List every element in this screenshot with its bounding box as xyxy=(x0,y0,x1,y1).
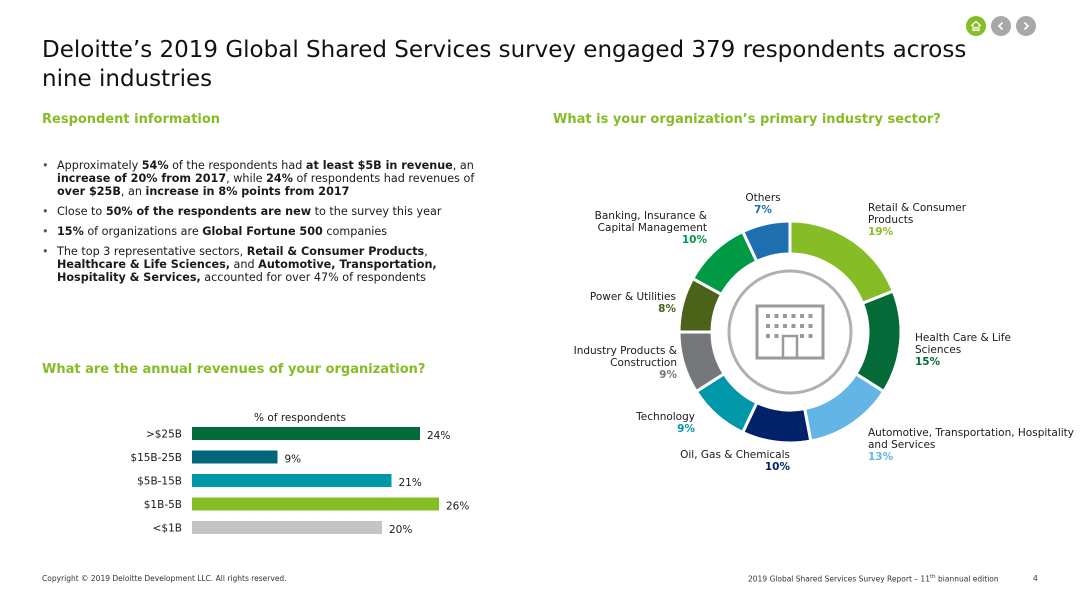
donut-category-label: Technology xyxy=(636,411,695,423)
bar-value-label: 20% xyxy=(389,524,412,536)
donut-value-label: 19% xyxy=(868,226,894,238)
footer-report-title: 2019 Global Shared Services Survey Repor… xyxy=(748,573,999,584)
bar-category-label: >$25B xyxy=(146,429,182,441)
industry-heading: What is your organization’s primary indu… xyxy=(553,112,941,127)
bar-category-label: <$1B xyxy=(153,523,182,535)
slide-nav xyxy=(966,16,1036,36)
donut-label: Automotive, Transportation, Hospitality … xyxy=(868,427,1080,463)
page-number: 4 xyxy=(1033,574,1038,583)
chevron-left-icon[interactable] xyxy=(991,16,1011,36)
revenue-heading: What are the annual revenues of your org… xyxy=(42,362,426,377)
donut-label: Retail & Consumer Products 19% xyxy=(868,202,980,238)
bar-category-label: $15B-25B xyxy=(130,452,182,464)
bar-value-label: 24% xyxy=(427,430,450,442)
bar-category-label: $1B-5B xyxy=(144,499,182,511)
donut-category-label: Banking, Insurance & Capital Management xyxy=(594,210,707,234)
donut-value-label: 10% xyxy=(681,234,707,246)
donut-category-label: Power & Utilities xyxy=(589,291,676,303)
bar xyxy=(192,474,392,487)
donut-label: Industry Products & Construction 9% xyxy=(567,345,677,381)
donut-value-label: 13% xyxy=(868,451,894,463)
bullet-item: Approximately 54% of the respondents had… xyxy=(42,159,492,198)
donut-label: Health Care & Life Sciences 15% xyxy=(915,332,1015,368)
donut-value-label: 15% xyxy=(915,356,941,368)
revenue-bar-chart: % of respondents >$25B 24% $15B-25B 9% $5B-15… xyxy=(130,412,469,536)
donut-category-label: Retail & Consumer Products xyxy=(868,202,967,226)
bullet-item: 15% of organizations are Global Fortune … xyxy=(42,225,492,238)
bar xyxy=(192,427,420,440)
donut-value-label: 10% xyxy=(764,461,790,473)
building-icon xyxy=(727,269,853,395)
donut-category-label: Industry Products & Construction xyxy=(573,345,677,369)
bar-value-label: 26% xyxy=(446,501,469,513)
page-title: Deloitte’s 2019 Global Shared Services s… xyxy=(42,37,967,92)
donut-value-label: 9% xyxy=(659,369,677,381)
donut-category-label: Health Care & Life Sciences xyxy=(915,332,1011,356)
donut-slice xyxy=(740,219,792,264)
donut-label: Technology 9% xyxy=(636,411,695,435)
donut-value-label: 9% xyxy=(677,423,695,435)
bar xyxy=(192,521,382,534)
bar xyxy=(192,497,439,511)
home-icon[interactable] xyxy=(966,16,986,36)
industry-donut-chart xyxy=(677,219,903,445)
bullet-item: Close to 50% of the respondents are new … xyxy=(42,205,492,218)
donut-value-label: 7% xyxy=(754,204,772,216)
donut-value-label: 8% xyxy=(658,303,676,315)
donut-label: Others 7% xyxy=(735,192,791,216)
donut-category-label: Oil, Gas & Chemicals xyxy=(680,449,790,461)
donut-label: Power & Utilities 8% xyxy=(590,291,676,315)
footer-copyright: Copyright © 2019 Deloitte Development LL… xyxy=(42,574,287,583)
donut-label: Banking, Insurance & Capital Management 1… xyxy=(587,210,707,246)
bar-category-label: $5B-15B xyxy=(137,476,182,488)
chevron-right-icon[interactable] xyxy=(1016,16,1036,36)
donut-category-label: Automotive, Transportation, Hospitality … xyxy=(868,427,1074,451)
bar-axis-label: % of respondents xyxy=(254,412,346,424)
bar xyxy=(192,450,278,464)
respondent-heading: Respondent information xyxy=(42,112,221,127)
bar-value-label: 9% xyxy=(285,454,302,466)
respondent-bullets: Approximately 54% of the respondents had… xyxy=(42,159,492,291)
bullet-item: The top 3 representative sectors, Retail… xyxy=(42,245,492,284)
donut-category-label: Others xyxy=(745,192,781,204)
donut-label: Oil, Gas & Chemicals 10% xyxy=(680,449,790,473)
bar-value-label: 21% xyxy=(399,477,422,489)
